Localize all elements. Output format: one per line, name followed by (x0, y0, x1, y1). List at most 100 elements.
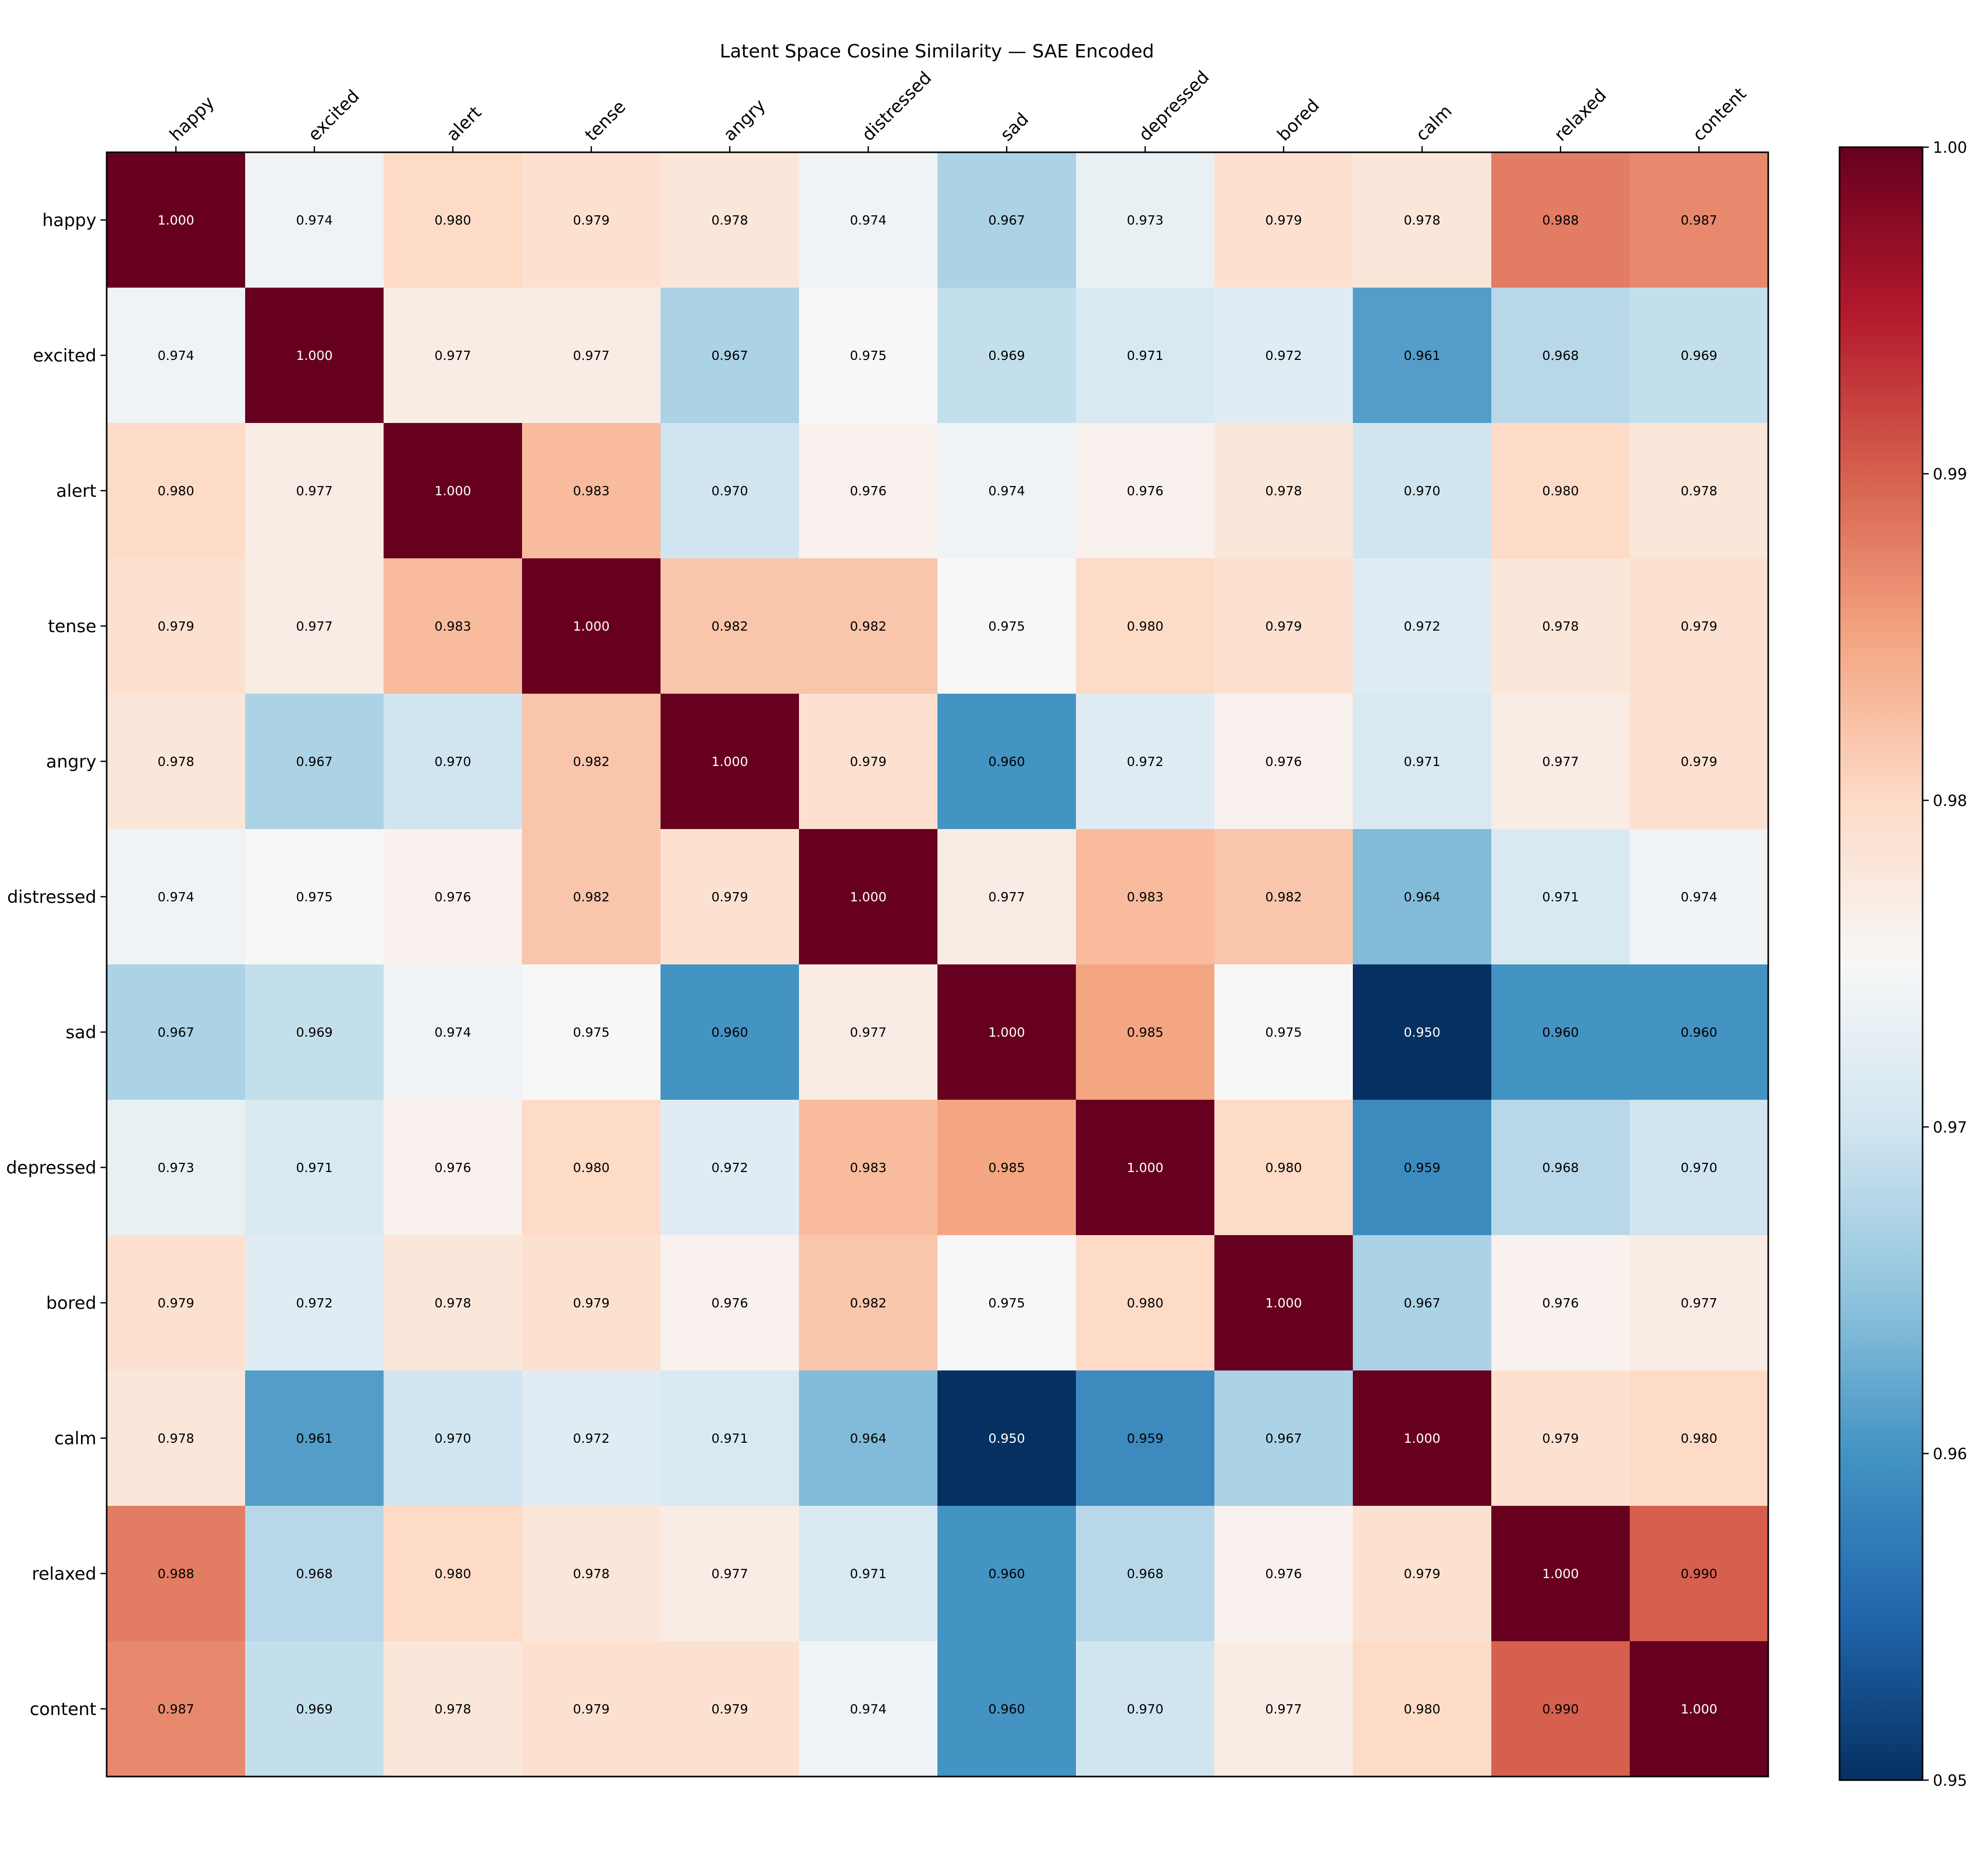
heatmap-cell (384, 558, 523, 694)
heatmap-cell (522, 1506, 661, 1642)
heatmap-cell (1214, 964, 1353, 1100)
cell-value-label: 0.967 (1265, 1431, 1302, 1446)
heatmap-cell (1491, 1235, 1630, 1371)
cell-value-label: 0.979 (1542, 1431, 1579, 1446)
y-axis-ticks: happy excited alert tense angry distressed sad… (6, 210, 107, 1720)
heatmap-cell (1214, 694, 1353, 830)
cell-value-label: 0.982 (711, 619, 748, 634)
heatmap-cell (1214, 1100, 1353, 1236)
heatmap-cell (937, 1100, 1076, 1236)
x-tick-label: sad (996, 109, 1033, 146)
cell-value-label: 0.975 (850, 348, 887, 363)
cell-value-label: 0.979 (573, 1296, 610, 1310)
heatmap-cell (1491, 1506, 1630, 1642)
cell-value-label: 0.974 (157, 890, 194, 904)
heatmap-cell (384, 152, 523, 288)
cell-value-label: 0.975 (988, 1296, 1025, 1310)
heatmap-cell (1630, 288, 1769, 423)
heatmap-cell (107, 1235, 246, 1371)
heatmap-cell (937, 1641, 1076, 1777)
heatmap-cell (799, 288, 938, 423)
cell-value-label: 0.977 (573, 348, 610, 363)
colorbar-tick-label: 0.96 (1933, 1445, 1967, 1463)
cell-value-label: 0.964 (1404, 890, 1441, 904)
cell-value-label: 0.970 (434, 1431, 471, 1446)
heatmap-cell (245, 694, 384, 830)
cell-value-label: 1.000 (1127, 1160, 1164, 1175)
heatmap-cell (1214, 288, 1353, 423)
heatmap-cell (1076, 1370, 1215, 1506)
cell-value-label: 0.987 (1681, 213, 1717, 228)
heatmap-cell (937, 558, 1076, 694)
heatmap-cell (1353, 1235, 1492, 1371)
heatmap-cell (245, 964, 384, 1100)
heatmap-cell (1491, 694, 1630, 830)
cell-value-label: 0.974 (850, 213, 887, 228)
x-tick-label: depressed (1135, 67, 1213, 146)
colorbar (1838, 146, 1924, 1781)
heatmap-cell (937, 152, 1076, 288)
x-tick-label: excited (304, 86, 364, 146)
y-tick-label: distressed (7, 887, 96, 907)
heatmap-cell (1076, 1506, 1215, 1642)
y-tick-label: angry (46, 752, 96, 772)
heatmap-cell (1353, 558, 1492, 694)
cell-value-label: 0.977 (1542, 754, 1579, 769)
heatmap-cell (1630, 423, 1769, 559)
heatmap-cell (384, 829, 523, 965)
heatmap-cell (1491, 1370, 1630, 1506)
heatmap-cell (1214, 1370, 1353, 1506)
heatmap-cell (107, 152, 246, 288)
heatmap-cell (661, 288, 799, 423)
cell-value-label: 1.000 (1404, 1431, 1441, 1446)
heatmap-cell (384, 423, 523, 559)
heatmap-cell (107, 964, 246, 1100)
chart-title: Latent Space Cosine Similarity — SAE Enc… (720, 41, 1154, 62)
cell-value-label: 0.974 (157, 348, 194, 363)
cell-value-label: 0.987 (157, 1702, 194, 1717)
cell-value-label: 0.978 (1404, 213, 1441, 228)
heatmap-cell (107, 288, 246, 423)
cell-value-label: 0.971 (1404, 754, 1441, 769)
cell-value-label: 0.967 (711, 348, 748, 363)
cell-value-label: 0.978 (157, 1431, 194, 1446)
heatmap-cell (522, 152, 661, 288)
colorbar-tick-label: 0.99 (1933, 466, 1967, 483)
x-tick-label: relaxed (1550, 85, 1610, 145)
heatmap-cell (799, 423, 938, 559)
cell-value-label: 1.000 (1542, 1566, 1579, 1581)
heatmap-cell (799, 1506, 938, 1642)
y-tick-label: tense (48, 616, 96, 637)
cell-value-label: 0.980 (1542, 483, 1579, 498)
cell-value-label: 1.000 (157, 213, 194, 228)
heatmap-cell (522, 694, 661, 830)
cell-value-label: 0.977 (1265, 1702, 1302, 1717)
heatmap-cell (1353, 288, 1492, 423)
y-tick-label: excited (33, 346, 96, 366)
heatmap-cell (1630, 1641, 1769, 1777)
heatmap-cell (107, 1641, 246, 1777)
cell-value-label: 0.960 (988, 754, 1025, 769)
cell-value-label: 0.971 (296, 1160, 333, 1175)
heatmap-cell (1630, 694, 1769, 830)
cell-value-label: 0.977 (434, 348, 471, 363)
cell-value-label: 0.990 (1542, 1702, 1579, 1717)
heatmap-cell (1076, 1641, 1215, 1777)
heatmap-cell (384, 964, 523, 1100)
heatmap-cell (1353, 1370, 1492, 1506)
heatmap-cell (1214, 1506, 1353, 1642)
heatmap-cell (1491, 423, 1630, 559)
cell-value-label: 0.950 (1404, 1025, 1441, 1040)
heatmap-cell (1630, 558, 1769, 694)
cell-value-label: 0.969 (1681, 348, 1717, 363)
cell-value-label: 0.960 (988, 1702, 1025, 1717)
heatmap-cell (522, 1100, 661, 1236)
heatmap-cell (799, 829, 938, 965)
cell-value-label: 0.961 (1404, 348, 1441, 363)
heatmap-cell (522, 1370, 661, 1506)
cell-value-label: 0.982 (850, 619, 887, 634)
heatmap-cell (522, 558, 661, 694)
cell-value-label: 0.978 (434, 1702, 471, 1717)
heatmap-cell (245, 558, 384, 694)
heatmap-cell (522, 423, 661, 559)
